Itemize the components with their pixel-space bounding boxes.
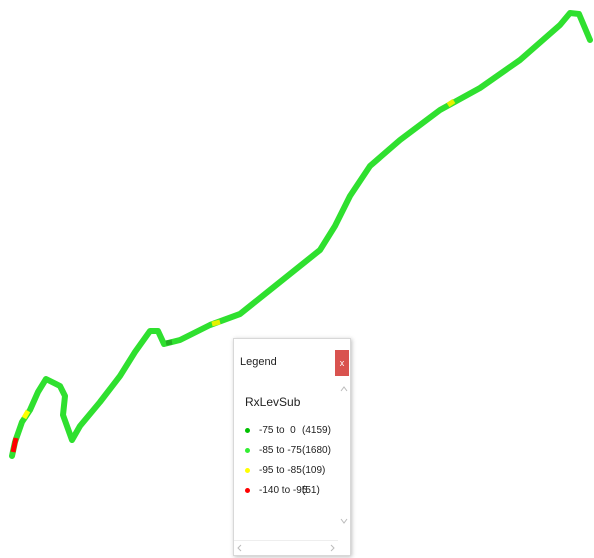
scroll-arrows [237, 544, 335, 552]
legend-swatch [245, 488, 250, 493]
route-segment [211, 319, 221, 327]
horizontal-scrollbar[interactable] [234, 540, 338, 555]
close-button[interactable]: x [335, 350, 349, 376]
route-segment [165, 339, 173, 346]
route-segment [446, 98, 456, 108]
legend-panel: Legend x RxLevSub -75 to 0 (4159) -85 to -… [233, 338, 351, 556]
legend-label: -85 to -75 [259, 445, 302, 456]
legend-title: Legend [240, 356, 277, 368]
legend-subtitle: RxLevSub [245, 395, 301, 409]
legend-swatch [245, 448, 250, 453]
legend-label: -95 to -85 [259, 465, 302, 476]
vertical-scrollbar[interactable] [338, 381, 350, 531]
legend-count: (51) [302, 485, 320, 496]
legend-label: -75 to 0 [259, 425, 296, 436]
legend-count: (109) [302, 465, 326, 476]
scroll-arrows [340, 386, 348, 524]
legend-count: (1680) [302, 445, 331, 456]
legend-swatch [245, 468, 250, 473]
legend-swatch [245, 428, 250, 433]
route-segment [21, 409, 31, 420]
legend-label: -140 to -95 [259, 485, 308, 496]
route-segment [10, 437, 19, 453]
legend-count: (4159) [302, 425, 331, 436]
